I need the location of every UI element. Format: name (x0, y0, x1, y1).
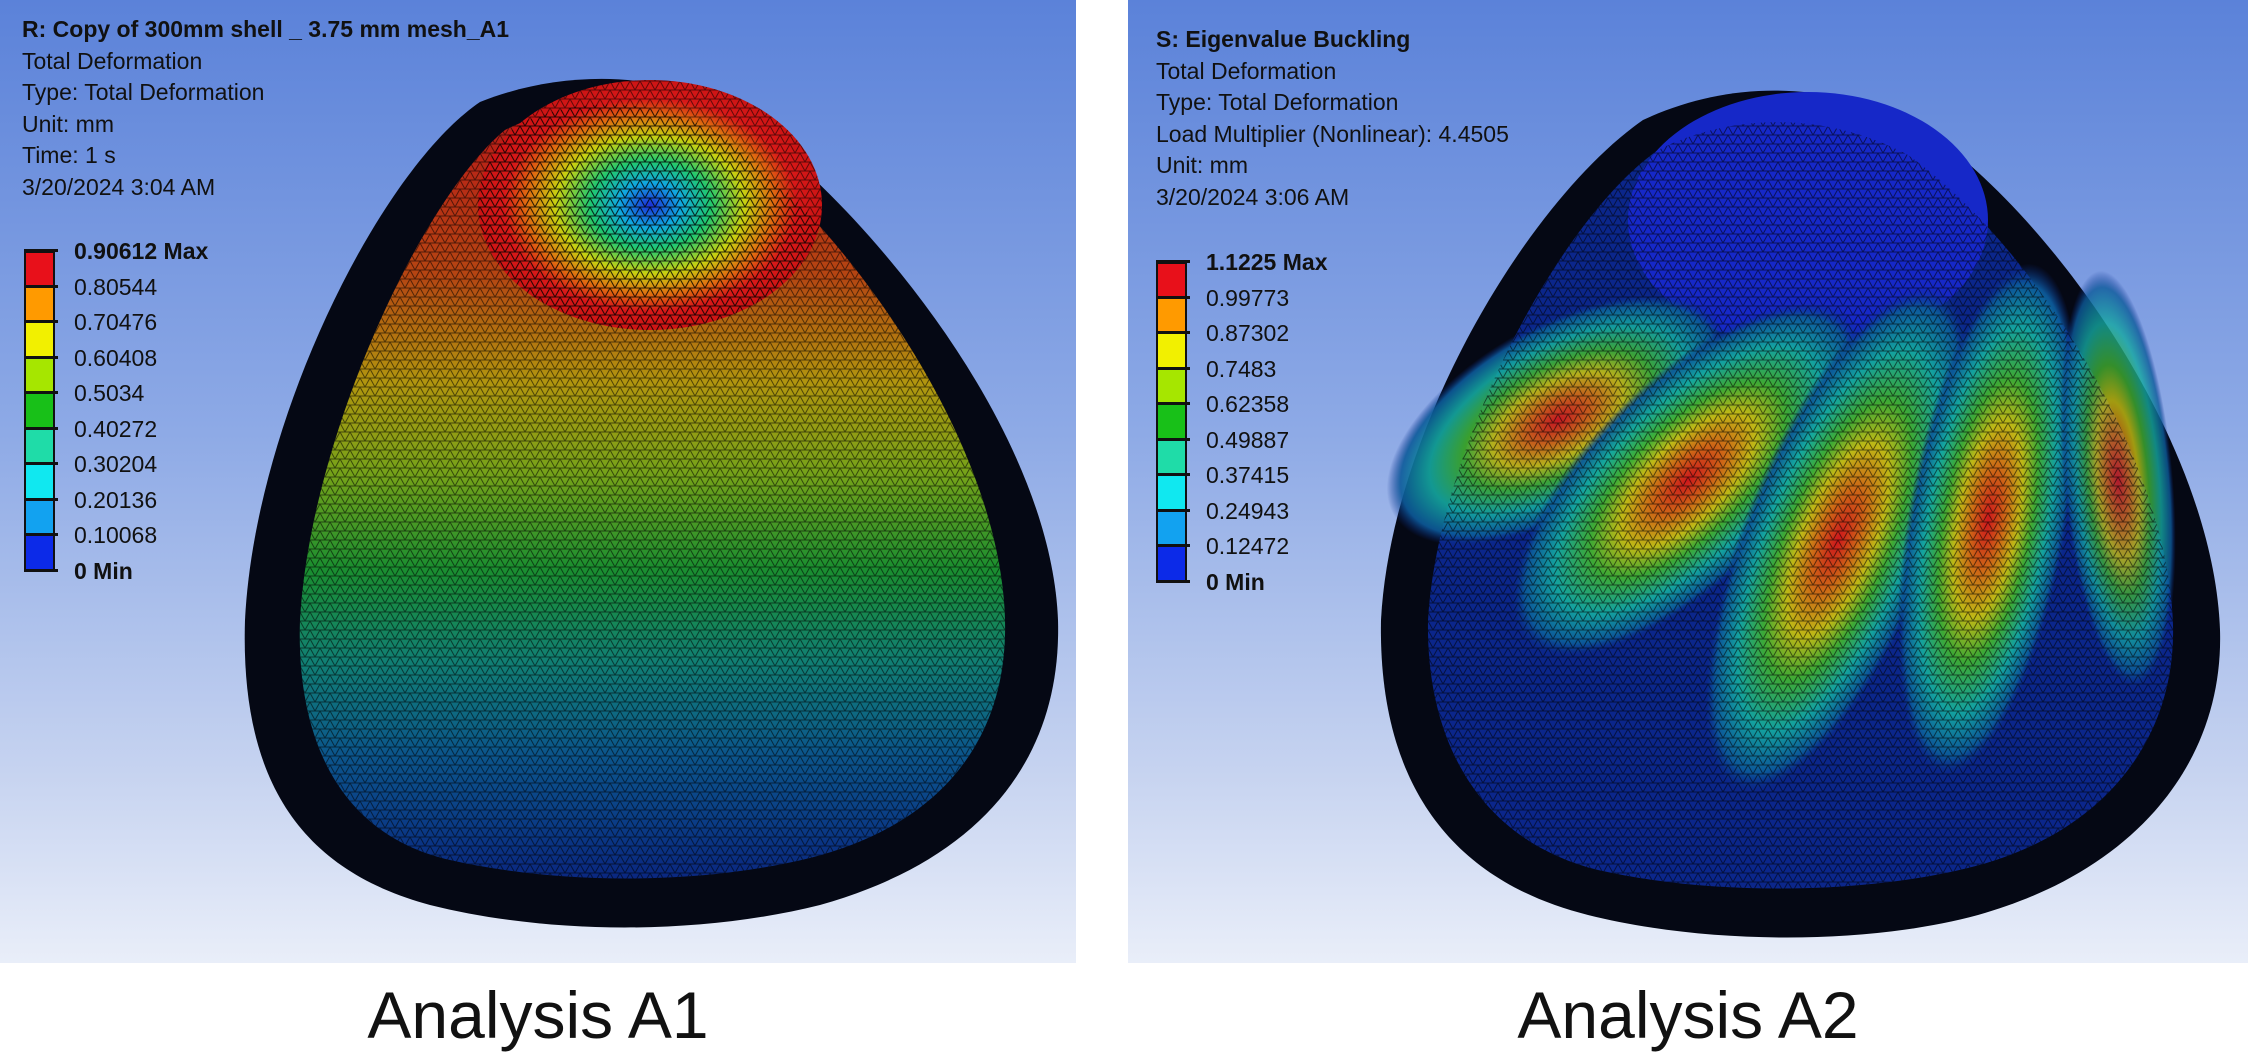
result-name: Total Deformation (22, 47, 203, 74)
analysis-a1-viewport: R: Copy of 300mm shell _ 3.75 mm mesh_A1… (0, 0, 1076, 963)
result-title: S: Eigenvalue Buckling (1156, 26, 1411, 52)
cone-model-a1 (244, 78, 1059, 928)
legend-value: 0 Min (74, 557, 133, 584)
legend-value: 0.7483 (1206, 355, 1277, 382)
legend-value: 0.10068 (74, 522, 158, 548)
legend-swatch (24, 322, 55, 358)
result-unit: Unit: mm (22, 110, 114, 137)
legend-swatch (24, 428, 55, 464)
result-timestamp: 3/20/2024 3:04 AM (22, 173, 216, 200)
cone-model-a2 (1380, 90, 2221, 938)
legend-swatch (1156, 368, 1187, 404)
legend-swatch (24, 393, 55, 429)
result-time: Time: 1 s (22, 142, 116, 168)
legend-swatch (24, 251, 55, 287)
legend-value: 0.80544 (74, 273, 158, 300)
legend-value: 0.12472 (1206, 533, 1290, 559)
legend-value: 0.49887 (1206, 426, 1290, 453)
legend-swatch (1156, 510, 1187, 546)
legend-swatch (1156, 297, 1187, 333)
legend-value: 1.1225 Max (1206, 249, 1328, 275)
legend-value: 0.90612 Max (74, 238, 209, 264)
result-title: R: Copy of 300mm shell _ 3.75 mm mesh_A1 (22, 16, 510, 42)
legend-value: 0.99773 (1206, 284, 1290, 311)
result-type: Type: Total Deformation (1156, 89, 1399, 115)
legend-value: 0.37415 (1206, 462, 1290, 488)
caption-analysis-a2: Analysis A2 (1517, 978, 1859, 1052)
legend-value: 0.87302 (1206, 320, 1290, 346)
result-timestamp: 3/20/2024 3:06 AM (1156, 183, 1350, 210)
legend-value: 0.70476 (74, 309, 158, 335)
result-load-multiplier: Load Multiplier (Nonlinear): 4.4505 (1156, 120, 1509, 147)
legend-value: 0.62358 (1206, 391, 1290, 417)
result-header-a2: S: Eigenvalue Buckling Total Deformation… (1156, 24, 1509, 213)
legend-value: 0.5034 (74, 380, 145, 406)
legend-value: 0.60408 (74, 344, 158, 371)
legend-swatch (1156, 262, 1187, 298)
legend-swatch (24, 464, 55, 500)
legend-value: 0.20136 (74, 486, 158, 513)
legend-swatch (24, 286, 55, 322)
analysis-a2-viewport: S: Eigenvalue Buckling Total Deformation… (1128, 0, 2248, 963)
legend-value: 0.24943 (1206, 497, 1290, 524)
legend-value: 0.30204 (74, 451, 158, 477)
caption-analysis-a1: Analysis A1 (367, 978, 709, 1052)
legend-swatch (1156, 404, 1187, 440)
legend-value: 0.40272 (74, 415, 158, 442)
result-header-a1: R: Copy of 300mm shell _ 3.75 mm mesh_A1… (22, 14, 509, 203)
legend-value: 0 Min (1206, 568, 1265, 595)
legend-swatch (24, 499, 55, 535)
legend-swatch (1156, 475, 1187, 511)
legend-swatch (1156, 546, 1187, 582)
legend-swatch (1156, 333, 1187, 369)
legend-swatch (1156, 439, 1187, 475)
result-type: Type: Total Deformation (22, 79, 265, 105)
legend-swatch (24, 535, 55, 571)
result-unit: Unit: mm (1156, 152, 1248, 178)
result-name: Total Deformation (1156, 57, 1337, 84)
legend-swatch (24, 357, 55, 393)
